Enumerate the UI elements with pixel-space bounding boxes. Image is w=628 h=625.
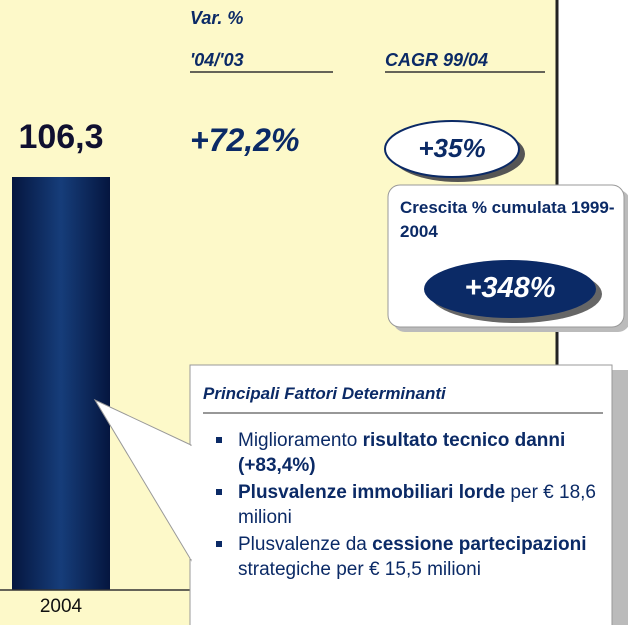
header: '04/'03 (190, 50, 244, 70)
cumulative-value: +348% (464, 272, 556, 304)
header: CAGR 99/04 (385, 50, 489, 70)
bullet-text: Plusvalenze da (238, 534, 373, 555)
bullet-list: Miglioramento risultato tecnico danni (+… (210, 428, 605, 584)
bullet-text: strategiche per € 15,5 milioni (238, 559, 481, 580)
bar (12, 177, 110, 590)
bullet-text: Plusvalenze immobiliari lorde (238, 482, 506, 503)
box-title: Crescita % cumulata 1999-2004 (400, 198, 615, 241)
bullet: Plusvalenze immobiliari lorde per € 18,6… (210, 480, 605, 530)
bullet-text: Miglioramento (238, 430, 363, 451)
bar-value: 106,3 (18, 118, 104, 156)
var-value: +72,2% (190, 122, 300, 158)
bullet: Plusvalenze da cessione partecipazioni s… (210, 532, 605, 582)
cagr-value: +35% (418, 133, 486, 163)
bullet: Miglioramento risultato tecnico danni (+… (210, 428, 605, 478)
year: 2004 (39, 596, 83, 617)
ellipse (424, 260, 596, 318)
bullet-text: per € 18,6 milioni (238, 482, 596, 528)
bullet-text: risultato tecnico danni (+83,4%) (238, 430, 566, 476)
ellipse (384, 120, 520, 178)
factors-title: Principali Fattori Determinanti (203, 384, 446, 403)
header: Var. % (190, 8, 244, 28)
bullet-text: cessione partecipazioni (372, 534, 587, 555)
